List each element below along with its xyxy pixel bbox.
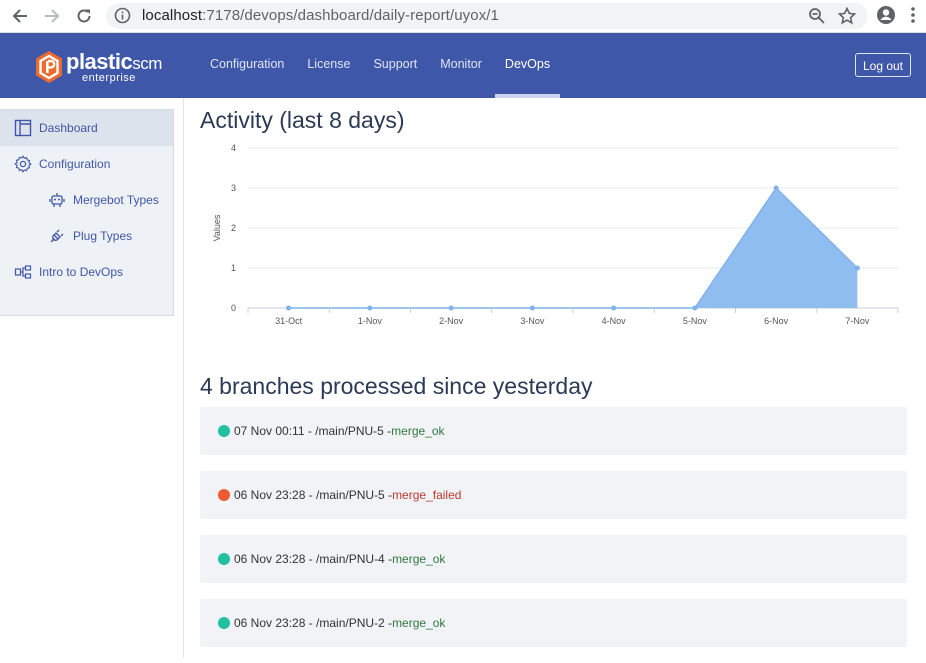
data-point — [854, 265, 860, 271]
url-path: :7178/devops/dashboard/daily-report/uyox… — [202, 7, 499, 24]
branch-row[interactable]: 07 Nov 00:11 - /main/PNU-5 - merge_ok — [200, 407, 907, 455]
sidebar-item-configuration[interactable]: Configuration — [0, 146, 173, 182]
activity-chart: 31-Oct 1-Nov 2-Nov 3-Nov 4-Nov 5-Nov 6-Nov 7-No… — [200, 138, 910, 333]
flow-icon — [13, 262, 33, 282]
plasticscm-logo[interactable]: plasticscm enterprise — [34, 48, 174, 88]
arrow-left-icon — [12, 9, 27, 23]
data-point — [692, 305, 698, 311]
data-point — [529, 305, 535, 311]
address-bar[interactable]: localhost:7178/devops/dashboard/daily-re… — [106, 3, 868, 29]
sidebar-item-label: Mergebot Types — [73, 193, 159, 207]
y-axis-label: Values — [212, 214, 222, 241]
logo-subtitle: enterprise — [82, 72, 136, 84]
branch-row-text: 06 Nov 23:28 - /main/PNU-2 - — [234, 616, 393, 630]
nav-support[interactable]: Support — [373, 57, 418, 71]
branch-row[interactable]: 06 Nov 23:28 - /main/PNU-2 - merge_ok — [200, 599, 907, 647]
y-tick-label: 2 — [231, 223, 236, 233]
logo-plastic: plastic — [66, 49, 133, 74]
app-header: plasticscm enterprise Configuration Lice… — [0, 33, 926, 98]
y-tick-label: 4 — [231, 143, 236, 153]
x-tick-label: 5-Nov — [683, 316, 708, 326]
branch-row[interactable]: 06 Nov 23:28 - /main/PNU-4 - merge_ok — [200, 535, 907, 583]
profile-avatar-icon[interactable] — [876, 5, 896, 30]
sidebar-item-dashboard[interactable]: Dashboard — [0, 110, 173, 146]
chart-area — [286, 185, 860, 311]
sidebar-item-label: Configuration — [39, 157, 111, 171]
url-text: localhost:7178/devops/dashboard/daily-re… — [142, 7, 499, 24]
data-point — [448, 305, 454, 311]
x-tick-label: 2-Nov — [439, 316, 464, 326]
data-point — [611, 305, 617, 311]
logout-button[interactable]: Log out — [855, 53, 911, 77]
sidebar-item-mergebot-types[interactable]: Mergebot Types — [0, 182, 173, 218]
data-point — [286, 305, 292, 311]
nav-license[interactable]: License — [307, 57, 351, 71]
forward-button[interactable] — [40, 5, 64, 27]
browser-toolbar: localhost:7178/devops/dashboard/daily-re… — [0, 0, 926, 33]
x-tick-label: 1-Nov — [358, 316, 383, 326]
x-tick-label: 6-Nov — [764, 316, 789, 326]
nav-devops[interactable]: DevOps — [494, 33, 561, 98]
chart-y-axis: 0 1 2 3 4 Values — [212, 143, 236, 313]
activity-chart-svg: 31-Oct 1-Nov 2-Nov 3-Nov 4-Nov 5-Nov 6-Nov 7-No… — [212, 143, 899, 326]
top-navigation: Configuration License Support Monitor De… — [200, 33, 563, 98]
reload-icon — [77, 9, 91, 23]
plug-icon — [47, 226, 67, 246]
activity-title: Activity (last 8 days) — [200, 107, 405, 133]
zoom-icon[interactable] — [808, 7, 826, 30]
nav-configuration[interactable]: Configuration — [210, 57, 285, 71]
sidebar-item-label: Dashboard — [39, 121, 98, 135]
sidebar-item-label: Plug Types — [73, 229, 133, 243]
sidebar: Dashboard Configuration Mergebot Types P… — [0, 109, 174, 316]
branch-row-status: merge_failed — [392, 488, 462, 502]
branch-row-text: 06 Nov 23:28 - /main/PNU-5 - — [234, 488, 393, 502]
sidebar-item-label: Intro to DevOps — [39, 265, 124, 279]
branch-row-text: 07 Nov 00:11 - /main/PNU-5 - — [234, 424, 392, 438]
x-tick-label: 7-Nov — [845, 316, 870, 326]
status-ok-icon — [218, 617, 230, 629]
gear-icon — [13, 154, 33, 174]
arrow-right-icon — [45, 9, 60, 23]
status-failed-icon — [218, 489, 230, 501]
x-tick-label: 3-Nov — [520, 316, 545, 326]
url-host: localhost — [142, 7, 203, 24]
x-tick-label: 31-Oct — [275, 316, 303, 326]
robot-icon — [47, 190, 67, 210]
bookmark-star-icon[interactable] — [837, 6, 857, 30]
branch-row-status: merge_ok — [392, 616, 446, 630]
status-ok-icon — [218, 553, 230, 565]
chart-x-axis: 31-Oct 1-Nov 2-Nov 3-Nov 4-Nov 5-Nov 6-Nov 7-No… — [247, 308, 899, 326]
more-menu-icon[interactable] — [910, 5, 916, 30]
y-tick-label: 1 — [231, 263, 236, 273]
branch-list: 07 Nov 00:11 - /main/PNU-5 - merge_ok 06… — [200, 407, 907, 663]
data-point — [367, 305, 373, 311]
y-tick-label: 0 — [231, 303, 236, 313]
x-tick-label: 4-Nov — [602, 316, 627, 326]
logo-wordmark: plasticscm — [66, 49, 162, 75]
sidebar-item-intro-to-devops[interactable]: Intro to DevOps — [0, 254, 173, 290]
series-area — [288, 188, 858, 308]
back-button[interactable] — [8, 5, 32, 27]
branch-row-status: merge_ok — [392, 552, 446, 566]
reload-button[interactable] — [72, 5, 96, 27]
y-tick-label: 3 — [231, 183, 236, 193]
sidebar-divider — [183, 98, 184, 658]
nav-monitor[interactable]: Monitor — [440, 57, 482, 71]
sidebar-item-plug-types[interactable]: Plug Types — [0, 218, 173, 254]
info-icon[interactable] — [114, 7, 131, 29]
status-ok-icon — [218, 425, 230, 437]
branches-title: 4 branches processed since yesterday — [200, 373, 593, 399]
branch-row-status: merge_ok — [391, 424, 445, 438]
plastic-logo-icon — [36, 51, 62, 83]
data-point — [773, 185, 779, 191]
dashboard-icon — [13, 118, 33, 138]
logo-scm: scm — [132, 54, 162, 73]
branch-row[interactable]: 06 Nov 23:28 - /main/PNU-5 - merge_faile… — [200, 471, 907, 519]
branch-row-text: 06 Nov 23:28 - /main/PNU-4 - — [234, 552, 393, 566]
